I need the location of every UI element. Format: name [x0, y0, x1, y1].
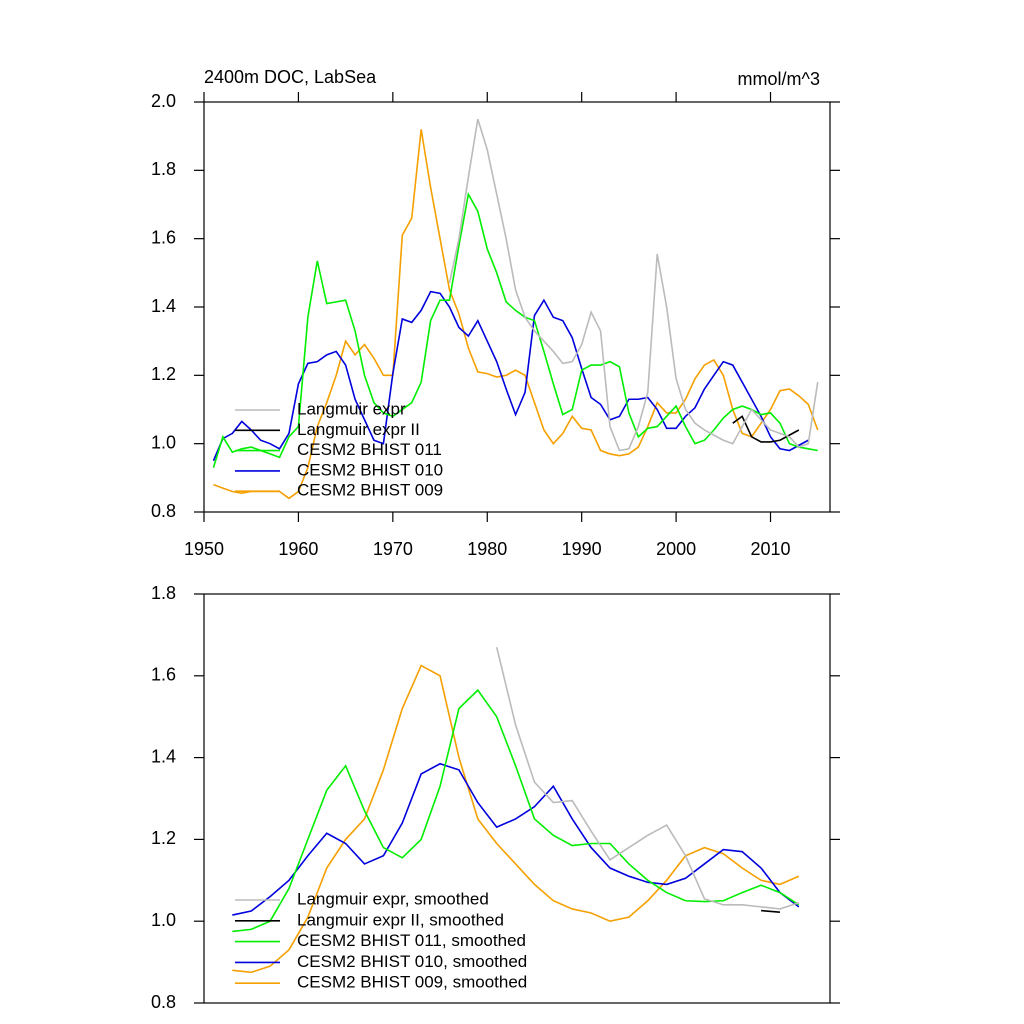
x-tick-label: 2000	[656, 539, 696, 559]
x-tick-label: 1960	[278, 539, 318, 559]
x-tick-label: 1950	[184, 539, 224, 559]
y-tick-label: 1.2	[151, 828, 176, 848]
series-line	[761, 909, 781, 913]
y-tick-label: 1.0	[151, 432, 176, 452]
legend-text: Langmuir expr	[297, 399, 406, 418]
plot-frame	[203, 593, 831, 1004]
series-line	[213, 129, 819, 500]
series-line	[732, 415, 800, 443]
y-tick-label: 0.8	[151, 501, 176, 521]
legend-text: CESM2 BHIST 009, smoothed	[297, 973, 527, 992]
x-tick-label: 1970	[373, 539, 413, 559]
y-tick-label: 1.4	[151, 746, 176, 766]
legend-text: Langmuir expr II	[297, 420, 420, 439]
y-tick-label: 1.8	[151, 583, 176, 603]
y-tick-label: 1.0	[151, 910, 176, 930]
y-tick-label: 0.8	[151, 992, 176, 1012]
legend-text: Langmuir expr II, smoothed	[297, 910, 504, 929]
series-line	[212, 290, 809, 462]
chart-title: 2400m DOC, LabSea	[204, 67, 377, 87]
legend-text: CESM2 BHIST 010	[297, 460, 443, 479]
x-tick-label: 1990	[562, 539, 602, 559]
series-line	[212, 191, 818, 468]
legend-text: CESM2 BHIST 011, smoothed	[297, 931, 526, 950]
series-line	[232, 688, 800, 933]
y-tick-label: 1.4	[151, 296, 176, 316]
series-line	[232, 664, 800, 974]
y-tick-label: 1.6	[151, 227, 176, 247]
x-tick-label: 1980	[467, 539, 507, 559]
series-line	[495, 646, 800, 910]
y-tick-label: 1.8	[151, 159, 176, 179]
series-line	[448, 118, 819, 452]
legend-text: CESM2 BHIST 010, smoothed	[297, 952, 527, 971]
y-tick-label: 1.6	[151, 665, 176, 685]
legend-text: CESM2 BHIST 011	[297, 440, 442, 459]
x-tick-label: 2010	[750, 539, 790, 559]
legend-text: CESM2 BHIST 009	[297, 481, 443, 500]
y-tick-label: 2.0	[151, 91, 176, 111]
units-label: mmol/m^3	[738, 69, 820, 89]
legend-text: Langmuir expr, smoothed	[297, 889, 489, 908]
series-line	[232, 762, 800, 916]
y-tick-label: 1.2	[151, 364, 176, 384]
